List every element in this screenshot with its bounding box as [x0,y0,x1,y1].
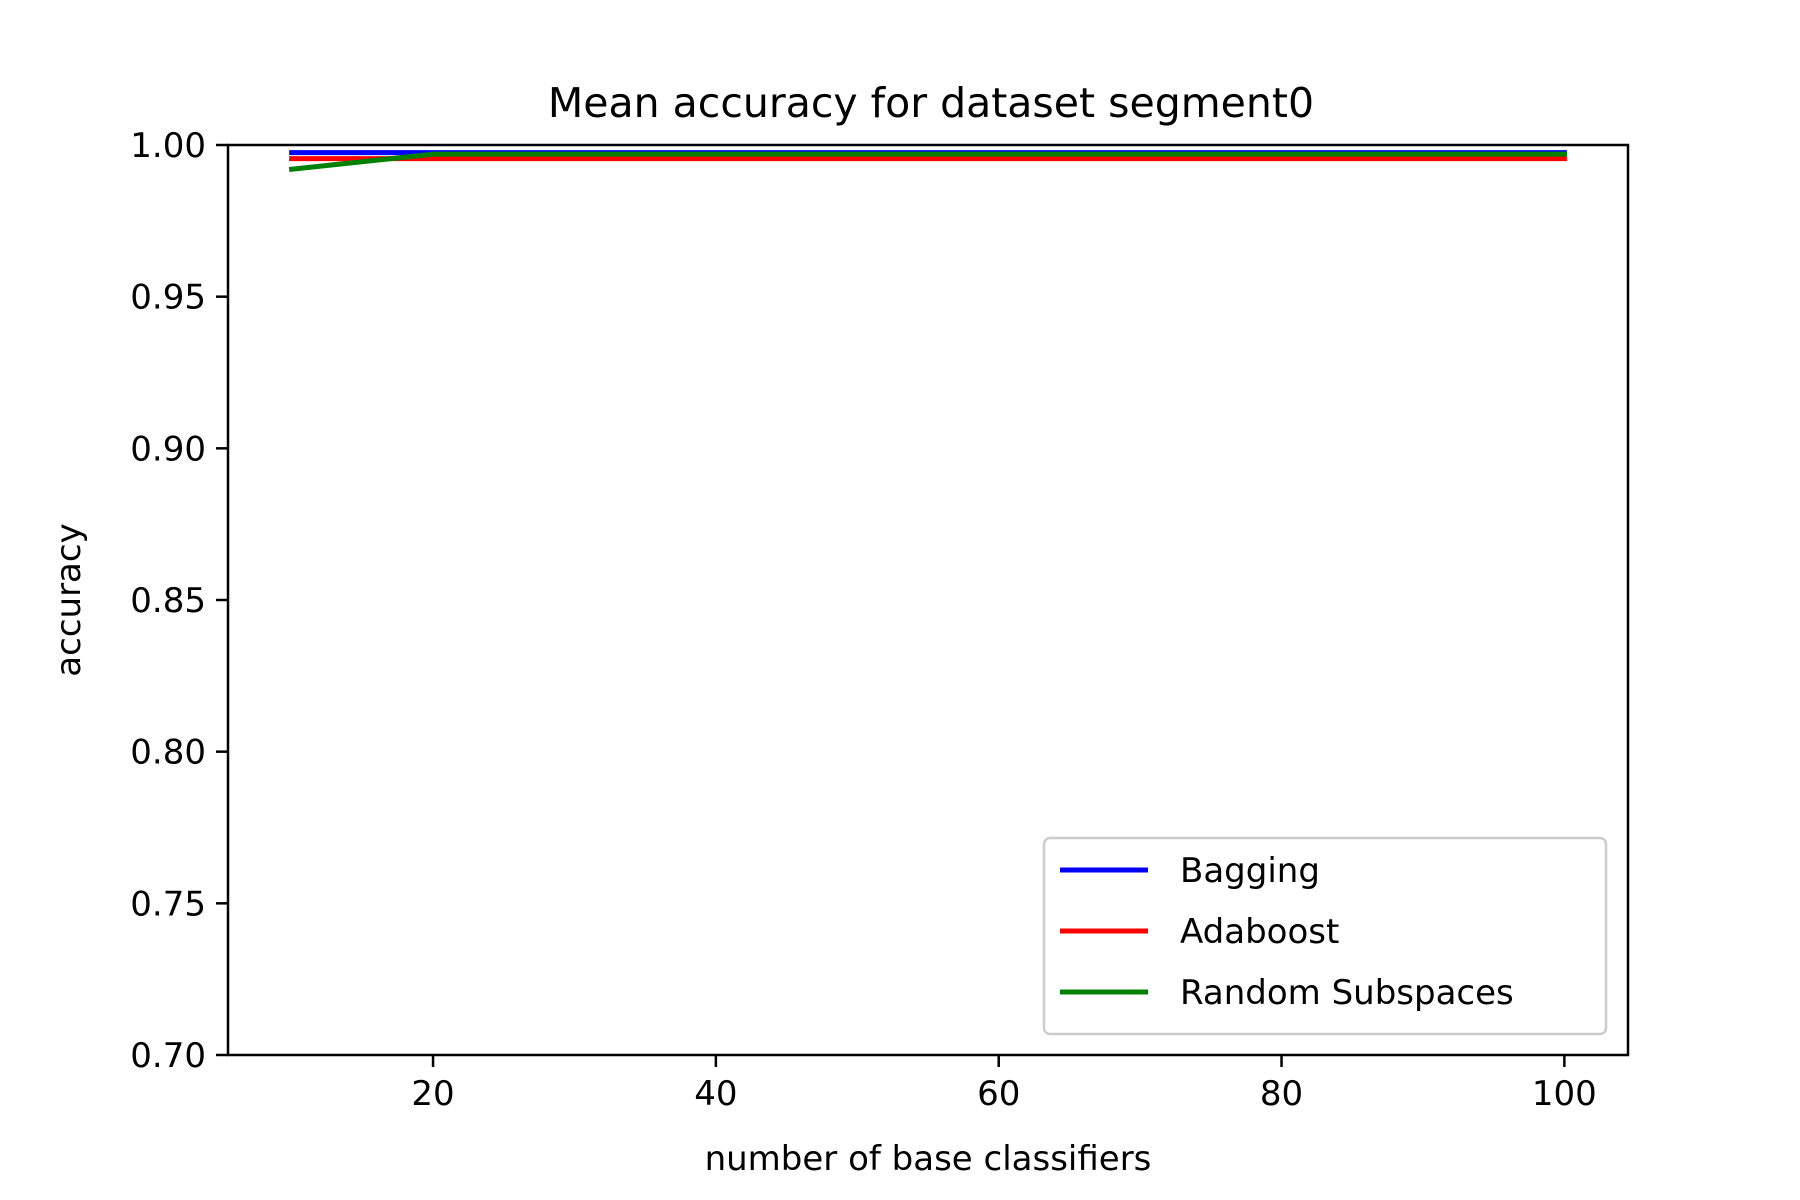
y-tick-label: 0.95 [130,278,206,318]
y-axis-label: accuracy [49,523,89,676]
x-axis-ticks: 20 40 60 80 100 [411,1055,1597,1114]
chart-title: Mean accuracy for dataset segment0 [548,79,1314,127]
series-line-2 [288,151,1567,173]
y-tick-label: 0.80 [130,733,206,773]
y-tick-label: 0.90 [130,429,206,469]
legend: Bagging Adaboost Random Subspaces [1042,836,1608,1036]
x-tick-label: 100 [1532,1074,1597,1114]
y-tick-label: 0.85 [130,581,206,621]
series-layer [288,150,1567,173]
y-tick-label: 1.00 [130,126,206,166]
legend-label: Bagging [1180,851,1320,891]
x-axis-label: number of base classifiers [705,1139,1152,1179]
x-tick-label: 40 [694,1074,737,1114]
legend-items: Bagging Adaboost Random Subspaces [1060,851,1514,1013]
y-tick-label: 0.75 [130,884,206,924]
legend-label: Random Subspaces [1180,973,1514,1013]
legend-label: Adaboost [1180,912,1339,952]
y-tick-label: 0.70 [130,1036,206,1076]
x-tick-label: 80 [1260,1074,1303,1114]
x-tick-label: 20 [411,1074,454,1114]
legend-box [1042,836,1608,1036]
y-axis-ticks: 0.70 0.75 0.80 0.85 0.90 0.95 1.00 [130,126,228,1076]
x-tick-label: 60 [977,1074,1020,1114]
